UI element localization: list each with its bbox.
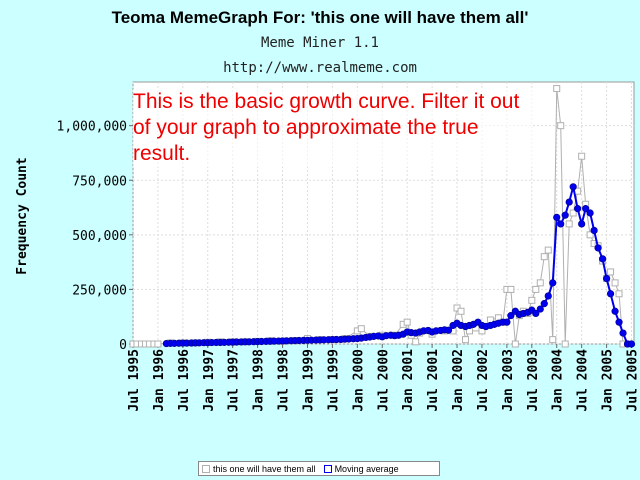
y-axis-label: Frequency Count	[15, 157, 30, 274]
x-tick-label: Jul 2004	[576, 349, 591, 412]
x-tick-label: Jan 2004	[551, 349, 566, 412]
moving-average-point	[553, 213, 561, 221]
raw-series-point	[457, 307, 465, 315]
moving-average-point	[594, 244, 602, 252]
raw-series-point	[540, 253, 548, 261]
raw-series-point	[154, 340, 162, 348]
legend-swatch-moving-average	[323, 464, 332, 473]
moving-average-point	[598, 255, 607, 263]
moving-average-point	[503, 318, 511, 326]
moving-average-point	[627, 340, 636, 348]
moving-average-point	[544, 292, 552, 300]
legend-label-moving-average: Moving average	[334, 463, 399, 474]
moving-average-point	[574, 205, 582, 213]
raw-series-point	[565, 220, 573, 228]
raw-series-point	[561, 340, 569, 348]
raw-series-point	[557, 122, 565, 130]
moving-average-point	[619, 329, 627, 337]
moving-average-point	[565, 198, 573, 206]
x-tick-label: Jul 1997	[227, 349, 242, 412]
moving-average-point	[611, 307, 619, 315]
raw-series-point	[528, 296, 536, 304]
legend-swatch-raw	[202, 464, 210, 473]
x-tick-label: Jul 2002	[476, 349, 491, 412]
raw-series-point	[357, 325, 365, 333]
moving-average-point	[615, 318, 623, 326]
x-tick-label: Jul 2000	[376, 349, 391, 412]
x-tick-label: Jan 1996	[152, 349, 167, 412]
raw-series-point	[507, 285, 515, 293]
raw-series-point	[536, 279, 544, 287]
moving-average-point	[590, 226, 598, 235]
raw-series-point	[532, 285, 540, 293]
y-tick-label: 500,000	[72, 229, 127, 244]
x-tick-label: Jul 1999	[326, 349, 341, 412]
x-tick-label: Jan 2000	[351, 349, 366, 412]
x-tick-label: Jan 2003	[501, 349, 516, 412]
x-tick-label: Jan 1999	[301, 349, 316, 412]
x-tick-label: Jan 2001	[401, 349, 416, 412]
raw-series-point	[586, 231, 594, 239]
moving-average-point	[444, 326, 453, 334]
raw-series-point	[403, 318, 411, 326]
chart-annotation: This is the basic growth curve. Filter i…	[133, 89, 533, 167]
moving-average-point	[549, 279, 557, 287]
raw-series-point	[412, 338, 420, 346]
raw-series-point	[462, 336, 470, 344]
y-tick-label: 1,000,000	[57, 120, 127, 135]
legend-label-raw: this one will have them all	[213, 463, 316, 474]
moving-average-point	[561, 211, 569, 219]
chart-subtitle: Meme Miner 1.1	[260, 35, 379, 51]
raw-series-point	[511, 340, 519, 348]
x-tick-label: Jan 2005	[601, 349, 616, 412]
series-layer	[129, 85, 636, 348]
moving-average-point	[540, 300, 548, 308]
raw-series-point	[578, 152, 586, 160]
raw-series-point	[549, 336, 557, 344]
legend-item-raw: this one will have them all	[202, 464, 316, 474]
y-tick-label: 0	[119, 338, 127, 353]
x-tick-label: Jul 2001	[426, 349, 441, 412]
x-tick-label: Jul 2003	[526, 349, 541, 412]
y-tick-label: 750,000	[72, 174, 127, 189]
moving-average-point	[606, 290, 615, 298]
y-axis-ticks: 0 250,000 500,000 750,000 1,000,000	[57, 120, 133, 353]
legend-item-moving-average: Moving average	[323, 463, 399, 474]
x-tick-label: Jul 2005	[626, 349, 640, 412]
moving-average-point	[507, 312, 515, 320]
raw-series-point	[615, 290, 623, 298]
moving-average-point	[532, 309, 540, 318]
x-tick-label: Jul 1995	[127, 349, 142, 412]
x-tick-label: Jan 1997	[202, 349, 217, 412]
y-tick-label: 250,000	[72, 283, 127, 298]
moving-average-point	[586, 209, 594, 217]
raw-series-point	[569, 209, 577, 217]
raw-series-point	[607, 268, 615, 276]
x-tick-label: Jan 2002	[451, 349, 466, 412]
x-tick-label: Jan 1998	[252, 349, 267, 412]
moving-average-point	[582, 205, 590, 213]
chart-legend: this one will have them all Moving avera…	[198, 461, 440, 476]
raw-series-point	[544, 246, 552, 254]
x-tick-label: Jul 1996	[177, 349, 192, 412]
moving-average-point	[557, 220, 565, 228]
raw-series-point	[553, 85, 561, 93]
source-url: http://www.realmeme.com	[223, 60, 417, 76]
raw-series-point	[611, 279, 619, 287]
moving-average-point	[602, 274, 611, 283]
x-tick-label: Jul 1998	[277, 349, 292, 412]
moving-average-point	[569, 183, 577, 191]
chart-title: Teoma MemeGraph For: 'this one will have…	[111, 8, 529, 27]
moving-average-point	[578, 220, 586, 228]
moving-average-point	[536, 305, 544, 313]
x-axis-ticks: Jul 1995 Jan 1996 Jul 1996 Jan 1997 Jul 1997…	[127, 344, 640, 412]
